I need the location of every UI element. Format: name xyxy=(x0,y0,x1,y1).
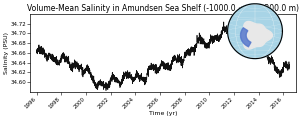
Polygon shape xyxy=(241,28,251,47)
Polygon shape xyxy=(241,21,272,49)
Polygon shape xyxy=(228,4,282,59)
Y-axis label: Salinity (PSU): Salinity (PSU) xyxy=(4,32,9,74)
X-axis label: Time (yr): Time (yr) xyxy=(149,111,177,116)
Title: Volume-Mean Salinity in Amundsen Sea Shelf (-1000.0 < z < -200.0 m): Volume-Mean Salinity in Amundsen Sea She… xyxy=(27,4,299,13)
